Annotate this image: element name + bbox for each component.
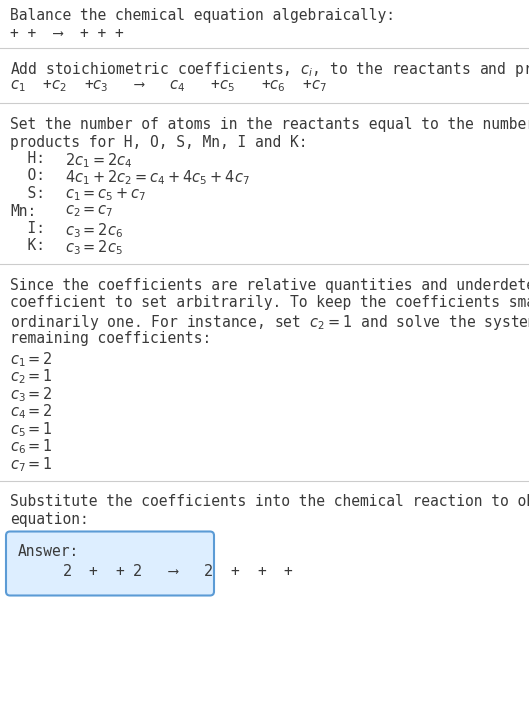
- Text: $c_1 = 2$: $c_1 = 2$: [10, 350, 53, 369]
- Text: Add stoichiometric coefficients, $c_i$, to the reactants and products:: Add stoichiometric coefficients, $c_i$, …: [10, 60, 529, 79]
- Text: $4 c_1 + 2 c_2 = c_4 + 4 c_5 + 4 c_7$: $4 c_1 + 2 c_2 = c_4 + 4 c_5 + 4 c_7$: [65, 168, 250, 187]
- Text: products for H, O, S, Mn, I and K:: products for H, O, S, Mn, I and K:: [10, 134, 307, 150]
- Text: $c_2 = 1$: $c_2 = 1$: [10, 367, 53, 386]
- Text: $c_6 = 1$: $c_6 = 1$: [10, 437, 53, 456]
- Text: $2$  +  + $2$   ⟶   $2$  +  +  +: $2$ + + $2$ ⟶ $2$ + + +: [18, 563, 295, 579]
- Text: S:: S:: [10, 186, 45, 201]
- Text: O:: O:: [10, 168, 45, 184]
- FancyBboxPatch shape: [6, 531, 214, 596]
- Text: K:: K:: [10, 239, 45, 254]
- Text: Mn:: Mn:: [10, 203, 37, 218]
- Text: $c_1 = c_5 + c_7$: $c_1 = c_5 + c_7$: [65, 186, 147, 202]
- Text: remaining coefficients:: remaining coefficients:: [10, 330, 211, 346]
- Text: $c_7 = 1$: $c_7 = 1$: [10, 455, 53, 474]
- Text: $c_3 = 2 c_6$: $c_3 = 2 c_6$: [65, 221, 123, 240]
- Text: ordinarily one. For instance, set $c_2 = 1$ and solve the system of equations fo: ordinarily one. For instance, set $c_2 =…: [10, 313, 529, 332]
- Text: Since the coefficients are relative quantities and underdetermined, choose a: Since the coefficients are relative quan…: [10, 278, 529, 293]
- Text: H:: H:: [10, 151, 45, 166]
- Text: $c_1$  +$c_2$  +$c_3$   ⟶   $c_4$   +$c_5$   +$c_6$  +$c_7$: $c_1$ +$c_2$ +$c_3$ ⟶ $c_4$ +$c_5$ +$c_6…: [10, 79, 327, 94]
- Text: $c_3 = 2$: $c_3 = 2$: [10, 385, 53, 403]
- Text: $c_4 = 2$: $c_4 = 2$: [10, 403, 53, 422]
- Text: Substitute the coefficients into the chemical reaction to obtain the balanced: Substitute the coefficients into the che…: [10, 495, 529, 510]
- Text: $c_2 = c_7$: $c_2 = c_7$: [65, 203, 114, 219]
- Text: $c_3 = 2 c_5$: $c_3 = 2 c_5$: [65, 239, 123, 257]
- Text: Answer:: Answer:: [18, 544, 79, 558]
- Text: $c_5 = 1$: $c_5 = 1$: [10, 420, 53, 439]
- Text: coefficient to set arbitrarily. To keep the coefficients small, the arbitrary va: coefficient to set arbitrarily. To keep …: [10, 296, 529, 310]
- Text: Set the number of atoms in the reactants equal to the number of atoms in the: Set the number of atoms in the reactants…: [10, 117, 529, 132]
- Text: + +  ⟶  + + +: + + ⟶ + + +: [10, 27, 124, 41]
- Text: Balance the chemical equation algebraically:: Balance the chemical equation algebraica…: [10, 8, 395, 23]
- Text: equation:: equation:: [10, 512, 89, 527]
- Text: I:: I:: [10, 221, 45, 236]
- Text: $2 c_1 = 2 c_4$: $2 c_1 = 2 c_4$: [65, 151, 132, 170]
